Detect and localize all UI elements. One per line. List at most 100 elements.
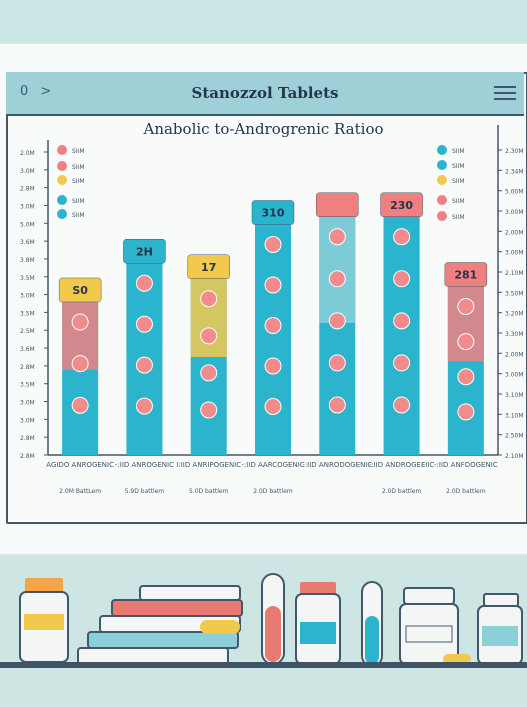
x-sublabel: 2.0M BattLem	[59, 488, 101, 495]
medicine-bottle-icon	[19, 578, 69, 663]
y-tick-label-right: 5.00M	[505, 189, 524, 196]
pill-marker	[264, 236, 282, 253]
y-tick-label-left: 3.0M	[20, 168, 35, 175]
bar-value-label: 230	[390, 199, 413, 212]
legend-marker-right	[437, 160, 447, 170]
pill-marker	[457, 333, 475, 351]
pill-marker	[71, 355, 89, 373]
y-tick-label-right: 3.10M	[505, 412, 524, 419]
bar-segment	[126, 261, 163, 349]
y-tick-label-left: 3.5M	[20, 275, 35, 282]
legend-marker-left	[57, 161, 67, 171]
pill-marker	[393, 396, 411, 414]
shelf-background	[0, 556, 527, 703]
pill-marker	[328, 396, 346, 414]
y-tick-label-right: 2.50M	[505, 433, 524, 440]
pill-marker	[200, 364, 218, 382]
legend-marker-right	[437, 211, 447, 221]
x-sublabel: 5.0D battlem	[189, 488, 229, 495]
bar-cap	[380, 192, 423, 217]
pill-marker	[457, 298, 475, 315]
y-tick-label-right: 3.10M	[505, 392, 524, 399]
y-tick-label-left: 2.5M	[20, 328, 35, 335]
y-tick-label-left: 3.0M	[20, 293, 35, 300]
y-tick-label-right: 3.50M	[505, 290, 524, 297]
decorative-bottles-and-books	[19, 573, 523, 667]
pill-bottle-icon	[399, 587, 471, 665]
y-tick-label-right: 3.30M	[505, 331, 524, 338]
y-tick-label-right: 3.00M	[505, 250, 524, 257]
pill-marker	[328, 228, 346, 246]
x-tick-label: AGIDO ANROGENIC	[46, 461, 114, 469]
chart-title: Anabolic to-Androgrenic Ratioo	[143, 120, 384, 138]
bar-value-label: 281	[454, 269, 477, 282]
legend-label-right: SIIM	[452, 163, 465, 170]
back-nav-icon[interactable]: 0 >	[20, 84, 56, 99]
y-tick-label-right: 3.00M	[505, 372, 524, 379]
legend-marker-right	[437, 195, 447, 205]
y-tick-label-left: 3.0M	[20, 203, 35, 210]
vial-icon	[361, 581, 383, 667]
shelf-line	[0, 662, 527, 668]
pill-marker	[328, 354, 346, 372]
legend-marker-right	[437, 175, 447, 185]
pill-marker	[328, 312, 346, 330]
y-tick-label-left: 2.8M	[20, 364, 35, 371]
legend-label-right: SIIM	[452, 214, 465, 221]
pill-marker	[135, 274, 153, 292]
pill-marker	[393, 228, 411, 246]
x-sublabel: 2.0D battlem	[446, 488, 486, 495]
bar-cap	[316, 192, 359, 217]
bar-value-label: S0	[72, 284, 88, 297]
bar-cap	[444, 262, 488, 287]
bar-cap	[123, 239, 166, 264]
legend-label-right: SIIM	[452, 198, 465, 205]
pill-marker	[264, 357, 282, 375]
x-tick-label: -:IID ANDROGEEIIC	[369, 461, 435, 469]
bar-cap	[58, 277, 102, 303]
book-stack-icon	[77, 585, 243, 665]
legend-marker-right	[437, 145, 447, 155]
x-tick-label: I:IID ANRIPOGENIC	[176, 461, 241, 469]
bar-value-label: 310	[262, 207, 285, 220]
medicine-jar-icon	[295, 582, 341, 665]
y-tick-label-left: 2.8M	[20, 453, 35, 460]
pill-marker	[200, 401, 218, 419]
legend-marker-left	[57, 195, 67, 205]
bar-cap	[187, 254, 230, 279]
legend-marker-left	[57, 175, 67, 185]
y-tick-label-left: 5.0M	[20, 221, 35, 228]
legend-label-left: SIIM	[72, 198, 85, 205]
bar-cap	[251, 200, 295, 225]
pill-marker	[264, 317, 282, 334]
legend-label-left: SIIM	[72, 164, 85, 171]
y-tick-label-right: 2.10M	[505, 453, 524, 460]
test-tube-icon	[261, 573, 285, 665]
x-tick-label: -:IID ANRODOGENIC	[302, 461, 372, 469]
x-tick-label: -:IID ANFDOGENIC	[434, 461, 498, 469]
x-sublabel: 2.0D battlem	[253, 488, 293, 495]
y-tick-label-left: 2.8M	[20, 186, 35, 193]
bar-value-label: 17	[201, 261, 216, 274]
y-tick-label-right: 2.30M	[505, 148, 524, 155]
y-tick-label-right: 2.10M	[505, 270, 524, 277]
pill-marker	[393, 354, 411, 372]
hamburger-menu-icon[interactable]	[494, 86, 516, 104]
pill-marker	[135, 397, 153, 415]
pill-marker	[457, 403, 475, 421]
bar-segment	[190, 276, 227, 357]
top-background	[0, 0, 527, 42]
y-tick-label-left: 3.6M	[20, 346, 35, 353]
legend-marker-left	[57, 145, 67, 155]
legend-label-right: SIIM	[452, 148, 465, 155]
pill-marker	[393, 312, 411, 330]
legend-label-left: SIIM	[72, 178, 85, 185]
y-tick-label-left: 3.8M	[20, 257, 35, 264]
window-title: Stanozzol Tablets	[191, 84, 339, 102]
y-tick-label-left: 3.5M	[20, 310, 35, 317]
legend-label-left: SIIM	[72, 212, 85, 219]
pill-marker	[135, 315, 153, 333]
y-tick-label-right: 3.00M	[505, 209, 524, 216]
pill-marker	[71, 396, 89, 414]
